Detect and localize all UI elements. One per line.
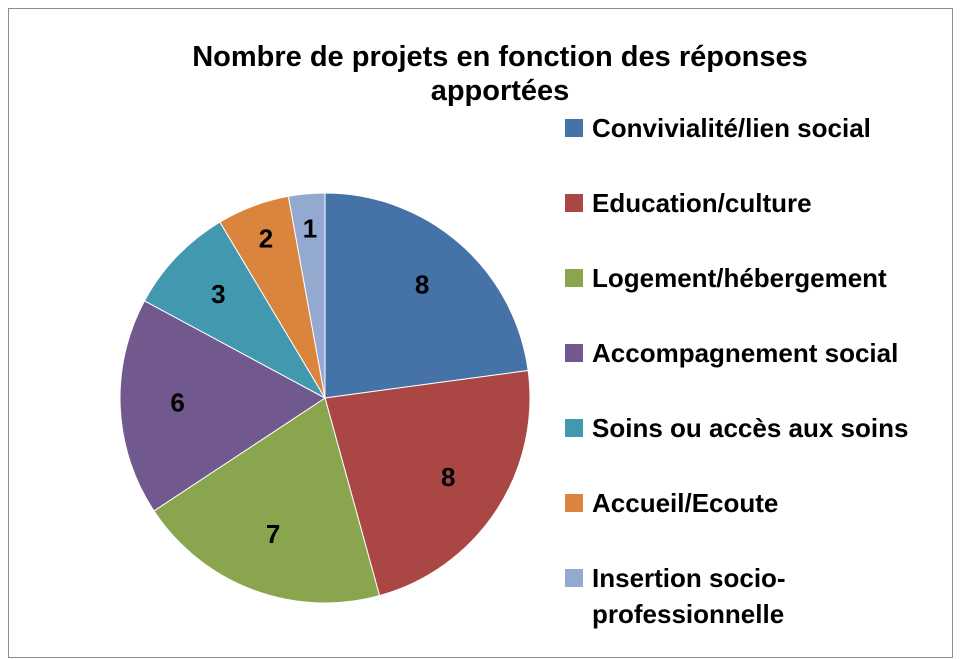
- data-label: 3: [211, 279, 225, 309]
- pie-slice: [143, 221, 327, 400]
- legend-label: Education/culture: [592, 188, 812, 218]
- legend-swatch: [565, 119, 583, 137]
- data-label: 7: [266, 519, 280, 549]
- legend-swatch: [565, 269, 583, 287]
- legend-swatch: [565, 569, 583, 587]
- data-label: 2: [259, 223, 273, 253]
- legend-swatch: [565, 194, 583, 212]
- data-label: 8: [415, 270, 429, 300]
- legend-label: Accompagnement social: [592, 338, 899, 368]
- legend-label: Insertion socio-professionnelle: [592, 563, 786, 629]
- legend-label: Accueil/Ecoute: [592, 488, 779, 518]
- pie-slice: [153, 397, 381, 604]
- pie-slice: [324, 369, 531, 597]
- data-label: 8: [441, 462, 455, 492]
- data-label: 1: [303, 213, 317, 243]
- chart-title: Nombre de projets en fonction des répons…: [192, 41, 808, 107]
- pie-slice: [287, 192, 326, 399]
- legend-label: Convivialité/lien social: [592, 113, 871, 143]
- legend-swatch: [565, 494, 583, 512]
- pie-slice: [324, 192, 529, 399]
- data-label: 6: [170, 387, 184, 417]
- legend-label: Soins ou accès aux soins: [592, 413, 909, 443]
- legend-label: Logement/hébergement: [592, 263, 887, 293]
- pie-slice: [119, 300, 326, 512]
- legend-swatch: [565, 344, 583, 362]
- chart-frame: [8, 8, 953, 658]
- legend-swatch: [565, 419, 583, 437]
